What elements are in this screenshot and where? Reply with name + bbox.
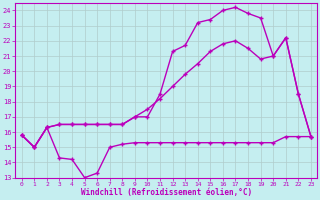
- X-axis label: Windchill (Refroidissement éolien,°C): Windchill (Refroidissement éolien,°C): [81, 188, 252, 197]
